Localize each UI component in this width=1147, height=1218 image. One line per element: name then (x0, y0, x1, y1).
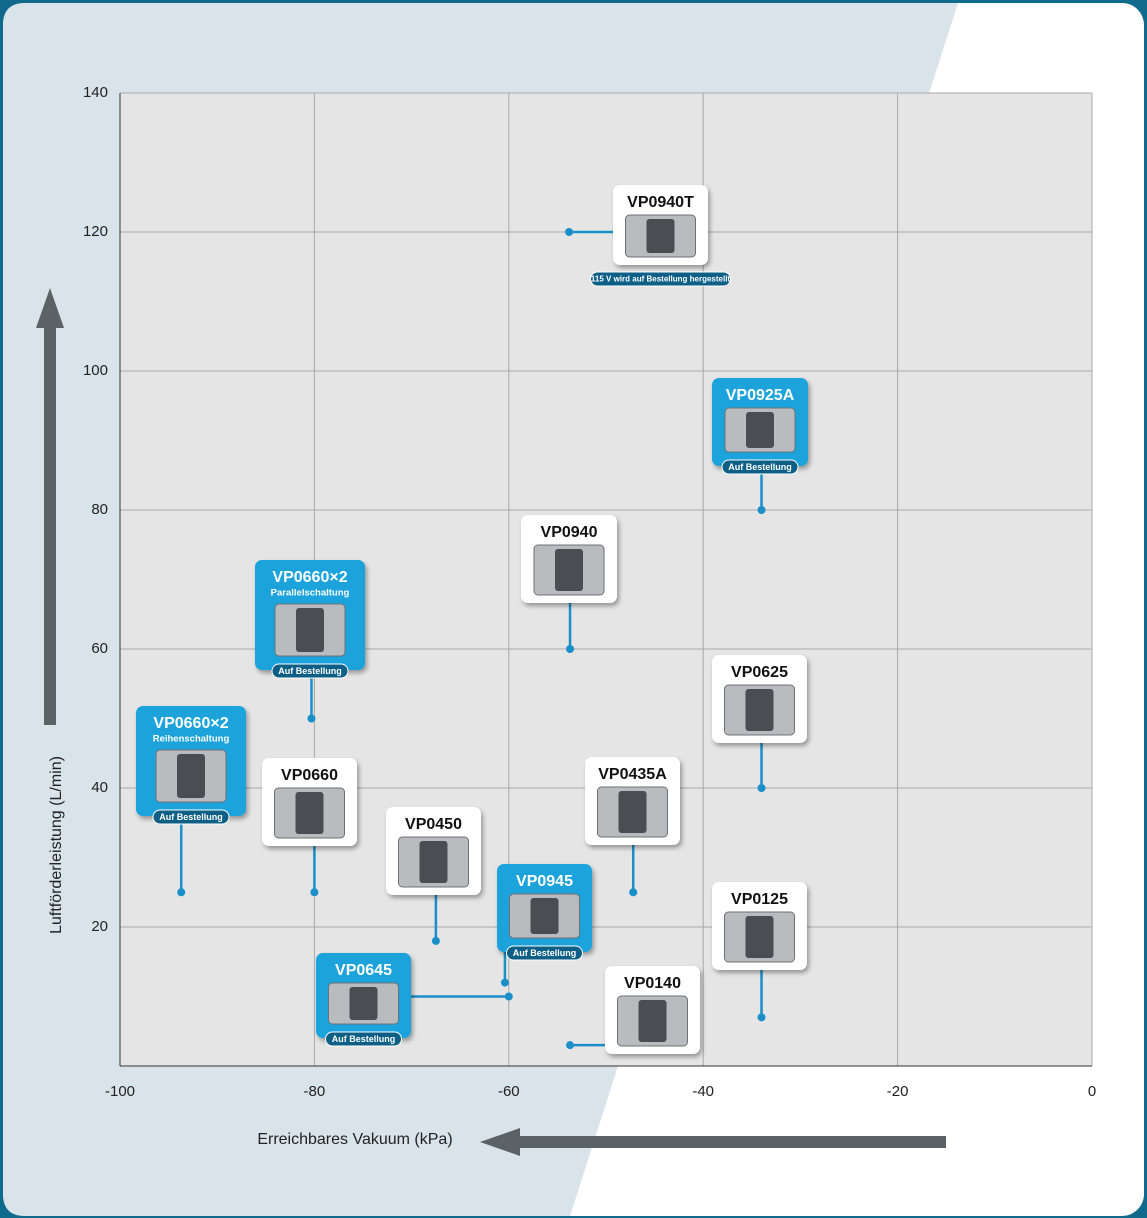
badge-text: Auf Bestellung (728, 462, 792, 472)
badge (590, 271, 731, 287)
x-arrow (480, 1128, 946, 1156)
x-tick-label: -100 (105, 1083, 135, 1100)
card-title: VP0625 (731, 664, 788, 681)
badge (325, 1031, 402, 1047)
y-arrow (36, 288, 64, 725)
product-image-detail (530, 898, 559, 934)
badge (271, 663, 349, 679)
point (565, 228, 574, 236)
product-image-detail (646, 219, 675, 253)
x-tick-label: -60 (498, 1083, 520, 1100)
point (310, 888, 319, 897)
card-title: VP0940T (627, 194, 694, 211)
product-image-detail (555, 549, 583, 591)
product-card: VP0140 (605, 966, 700, 1054)
product-card: VP0660 (262, 758, 357, 846)
product-image-detail (618, 791, 647, 833)
point (566, 1041, 575, 1050)
badge-text: Auf Bestellung (278, 666, 342, 676)
product-image-detail (638, 1000, 667, 1042)
point (629, 888, 638, 897)
badge (506, 945, 583, 961)
y-tick-label: 140 (83, 84, 108, 101)
x-tick-label: -20 (887, 1083, 909, 1100)
y-tick-label: 100 (83, 362, 108, 379)
product-card: VP0925A Auf Bestellung (712, 378, 808, 475)
point (307, 714, 316, 723)
point (757, 1013, 766, 1022)
point (431, 936, 440, 945)
badge-text: Auf Bestellung (332, 1034, 396, 1044)
product-image-detail (746, 412, 774, 448)
y-tick-label: 80 (91, 501, 108, 518)
point (177, 888, 186, 897)
badge (721, 459, 799, 475)
card-title: VP0435A (598, 766, 667, 783)
point (504, 992, 513, 1001)
y-axis-label: Luftförderleistung (L/min) (48, 756, 65, 934)
point (500, 978, 509, 987)
card-title: VP0660×2 (272, 569, 347, 586)
card-title: VP0125 (731, 891, 788, 908)
card-subtitle: Parallelschaltung (271, 588, 350, 599)
product-card: VP0945 Auf Bestellung (497, 864, 592, 961)
product-image-detail (745, 689, 774, 731)
point (757, 784, 766, 792)
x-tick-label: -40 (692, 1083, 714, 1100)
product-card: VP0940T 115 V wird auf Bestellung hergest… (590, 185, 731, 287)
product-image-detail (295, 792, 324, 834)
card-title: VP0140 (624, 975, 681, 992)
product-card: VP0645 Auf Bestellung (316, 953, 411, 1047)
product-image-detail (745, 916, 774, 958)
y-tick-label: 20 (91, 918, 108, 935)
y-tick-label: 60 (91, 640, 108, 657)
product-card: VP0125 (712, 882, 807, 970)
y-tick-label: 40 (91, 779, 108, 796)
product-image-detail (419, 841, 448, 883)
badge-text: Auf Bestellung (159, 812, 223, 822)
badge-text: Auf Bestellung (513, 948, 577, 958)
product-card: VP0450 (386, 807, 481, 895)
x-axis-label: Erreichbares Vakuum (kPa) (257, 1131, 452, 1148)
card-title: VP0925A (726, 387, 795, 404)
card-title: VP0940 (541, 524, 598, 541)
badge (152, 809, 230, 825)
point (566, 645, 575, 653)
product-card: VP0435A (585, 757, 680, 845)
product-card: VP0660×2 Parallelschaltung Auf Bestellung (255, 560, 365, 679)
card-title: VP0450 (405, 816, 462, 833)
product-image-detail (296, 608, 324, 652)
product-card: VP0940 (521, 515, 617, 603)
card-subtitle: Reihenschaltung (153, 734, 230, 745)
card-title: VP0945 (516, 873, 573, 890)
x-tick-label: -80 (304, 1083, 326, 1100)
product-image-detail (177, 754, 205, 798)
y-tick-label: 120 (83, 223, 108, 240)
badge-text: 115 V wird auf Bestellung hergestellt (591, 275, 730, 284)
cards: VP0940T 115 V wird auf Bestellung hergest… (136, 185, 808, 1054)
product-card: VP0625 (712, 655, 807, 743)
x-tick-label: 0 (1088, 1083, 1096, 1100)
product-card: VP0660×2 Reihenschaltung Auf Bestellung (136, 706, 246, 825)
product-image-detail (349, 987, 378, 1020)
card-title: VP0645 (335, 962, 392, 979)
card-title: VP0660×2 (153, 715, 228, 732)
card-title: VP0660 (281, 767, 338, 784)
point (757, 506, 766, 514)
